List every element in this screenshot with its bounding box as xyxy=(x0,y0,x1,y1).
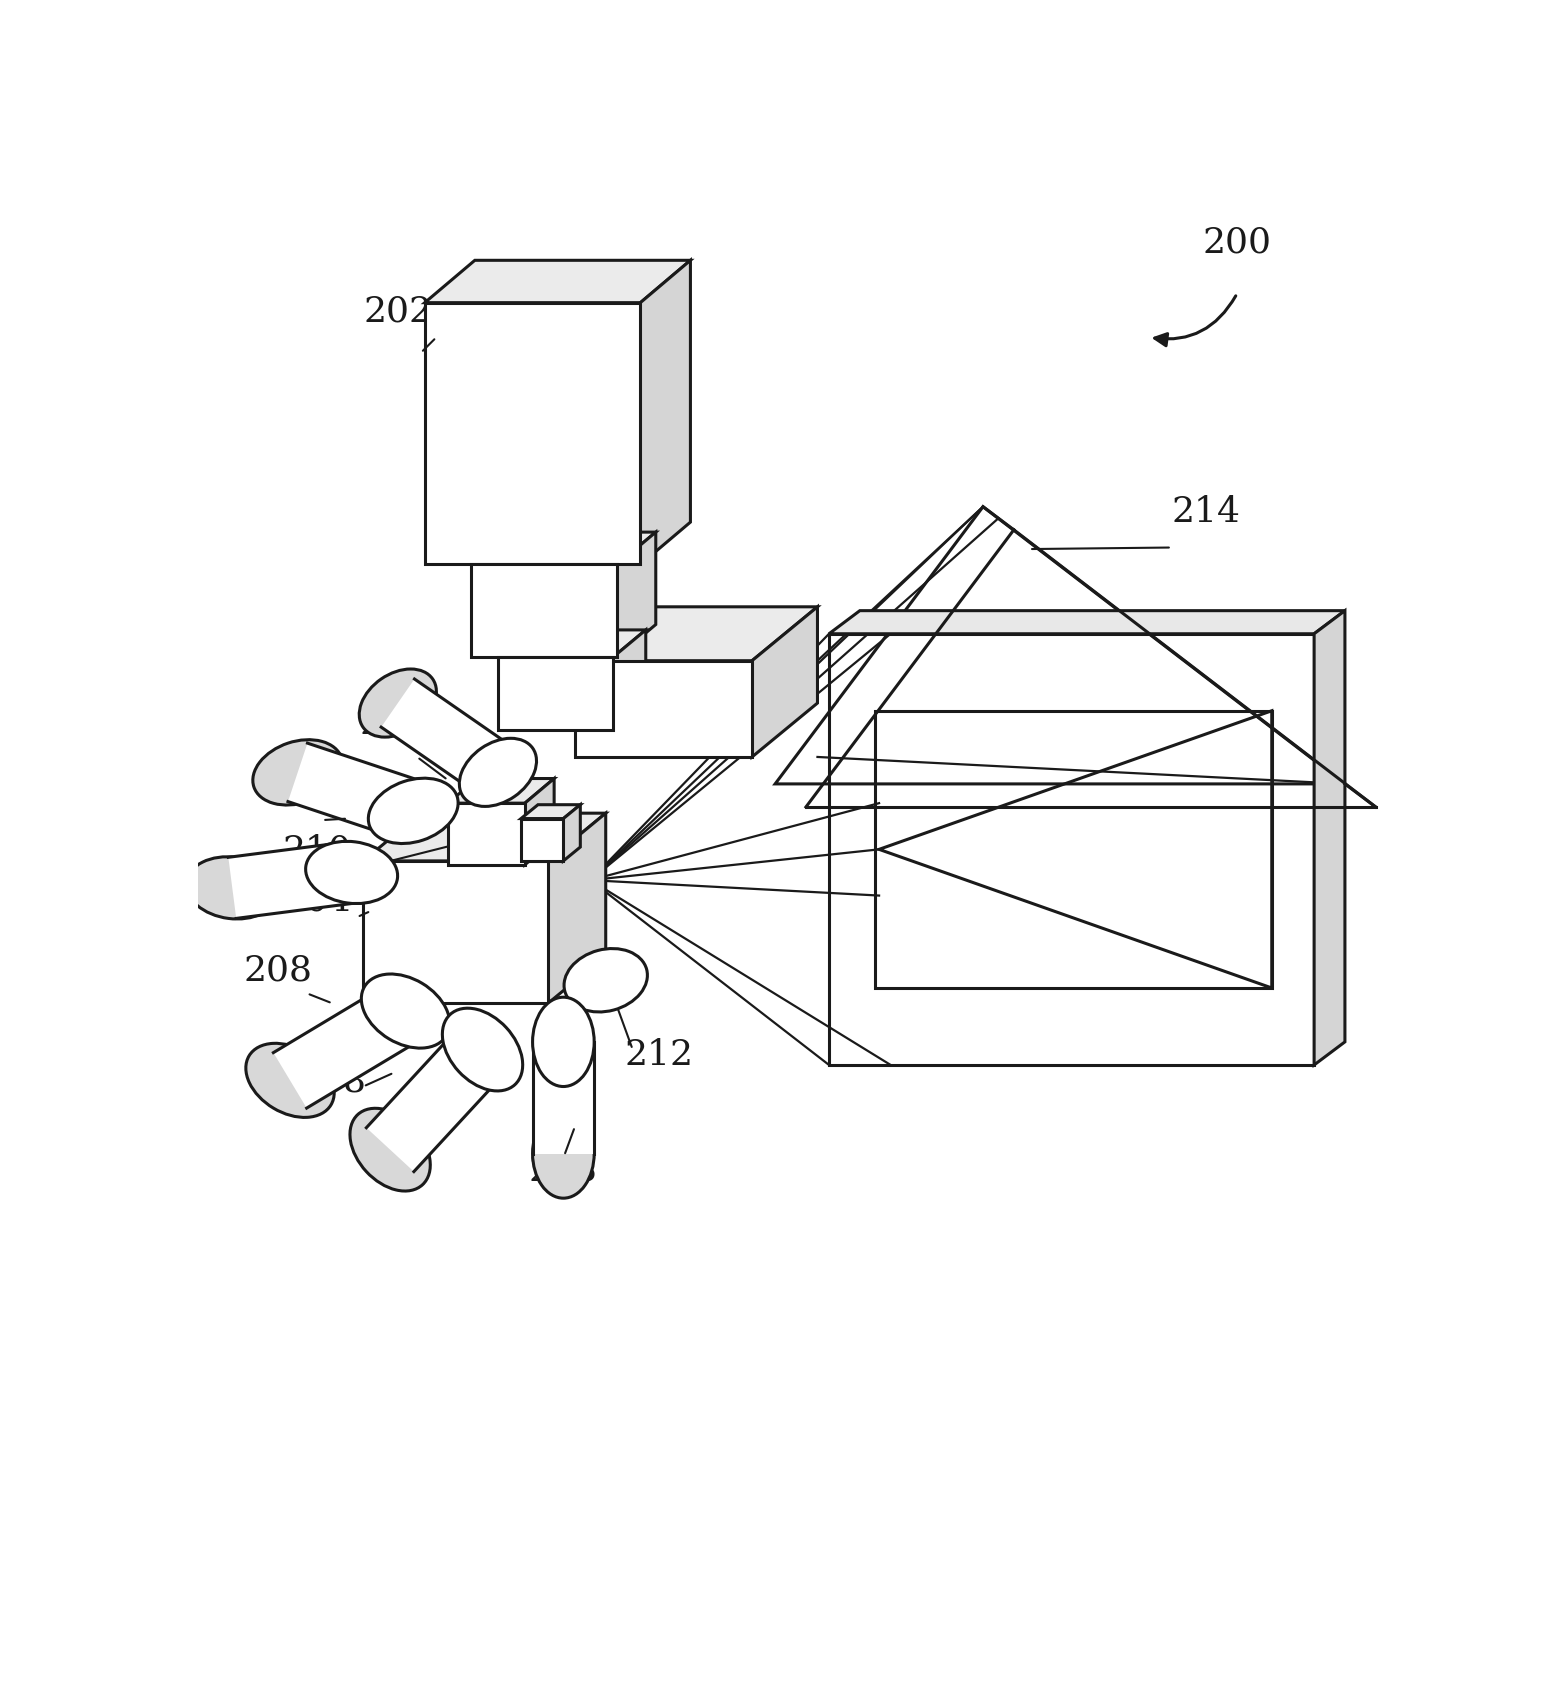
Polygon shape xyxy=(521,805,580,819)
Polygon shape xyxy=(575,660,752,756)
Ellipse shape xyxy=(305,841,398,903)
Text: 200: 200 xyxy=(1203,226,1271,260)
Polygon shape xyxy=(425,260,690,302)
Text: 208: 208 xyxy=(529,1153,598,1187)
Polygon shape xyxy=(617,532,656,657)
Ellipse shape xyxy=(459,738,536,807)
Polygon shape xyxy=(366,1028,507,1171)
Ellipse shape xyxy=(442,1008,522,1090)
Text: 208: 208 xyxy=(243,954,313,987)
Polygon shape xyxy=(471,532,656,564)
Polygon shape xyxy=(575,606,817,660)
Ellipse shape xyxy=(253,739,343,805)
Polygon shape xyxy=(549,814,606,1003)
Polygon shape xyxy=(498,630,646,657)
Polygon shape xyxy=(228,842,355,918)
Polygon shape xyxy=(498,657,614,729)
Ellipse shape xyxy=(186,858,279,918)
Polygon shape xyxy=(448,803,525,864)
Polygon shape xyxy=(288,743,423,841)
Polygon shape xyxy=(533,1041,594,1153)
Ellipse shape xyxy=(533,998,594,1087)
Ellipse shape xyxy=(361,974,450,1048)
Polygon shape xyxy=(448,778,555,803)
Ellipse shape xyxy=(533,1109,594,1198)
Polygon shape xyxy=(1314,611,1345,1065)
Text: 208: 208 xyxy=(360,707,428,741)
Polygon shape xyxy=(471,564,617,657)
Polygon shape xyxy=(525,778,555,864)
Polygon shape xyxy=(752,606,817,756)
Polygon shape xyxy=(829,611,1345,633)
Ellipse shape xyxy=(369,778,459,844)
Text: 210: 210 xyxy=(282,834,352,868)
Text: 202: 202 xyxy=(363,295,432,329)
Text: 208: 208 xyxy=(298,1065,367,1099)
FancyArrowPatch shape xyxy=(1155,295,1235,346)
Polygon shape xyxy=(363,861,549,1003)
Text: 208: 208 xyxy=(259,773,329,807)
Ellipse shape xyxy=(564,949,648,1013)
Polygon shape xyxy=(829,633,1314,1065)
Polygon shape xyxy=(381,679,515,797)
Ellipse shape xyxy=(246,1043,335,1117)
Polygon shape xyxy=(640,260,690,564)
Polygon shape xyxy=(273,984,422,1107)
Text: 214: 214 xyxy=(1172,495,1240,528)
Polygon shape xyxy=(363,814,606,861)
Polygon shape xyxy=(425,302,640,564)
Ellipse shape xyxy=(350,1109,431,1192)
Ellipse shape xyxy=(360,668,437,738)
Polygon shape xyxy=(563,805,580,861)
Text: 204: 204 xyxy=(282,885,352,918)
Polygon shape xyxy=(521,819,563,861)
Polygon shape xyxy=(614,630,646,729)
Text: 212: 212 xyxy=(625,1038,694,1072)
